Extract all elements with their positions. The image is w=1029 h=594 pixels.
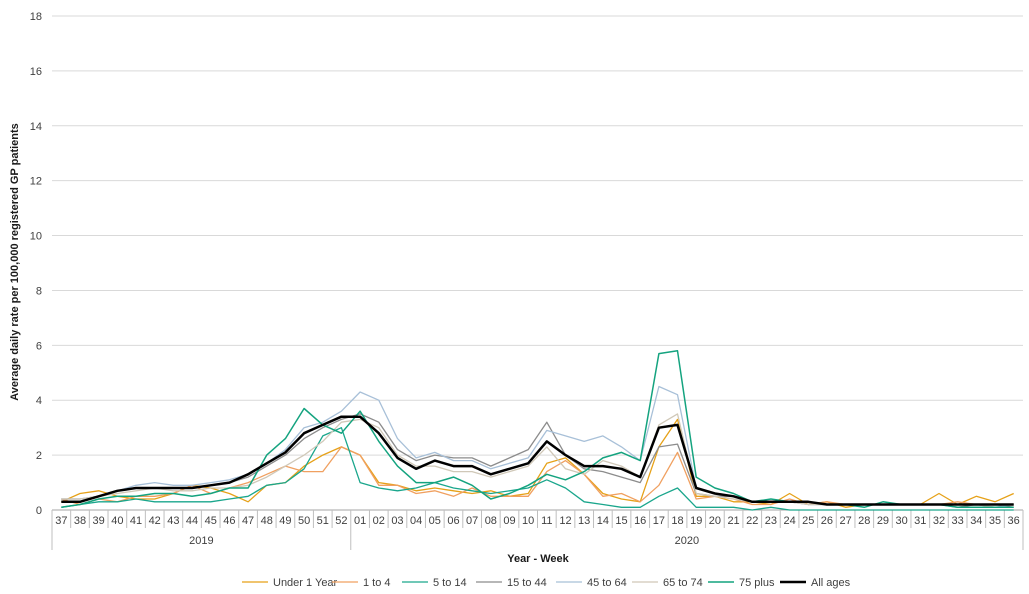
x-tick-label: 13	[578, 515, 590, 527]
x-tick-label: 44	[186, 515, 198, 527]
series-line-5-to-14	[61, 427, 1014, 511]
legend: Under 1 Year 1 to 4 5 to 14 15 to 44 45 to 6…	[242, 577, 851, 589]
x-tick-label: 21	[727, 515, 739, 527]
x-tick-label: 01	[354, 515, 366, 527]
x-tick-label: 20	[709, 515, 721, 527]
x-tick-label: 03	[391, 515, 403, 527]
x-tick-label: 28	[858, 515, 870, 527]
x-tick-label: 09	[503, 515, 515, 527]
y-tick-label: 4	[36, 395, 42, 407]
x-tick-label: 12	[559, 515, 571, 527]
y-tick-label: 16	[30, 66, 42, 78]
x-tick-label: 25	[802, 515, 814, 527]
x-tick-label: 40	[111, 515, 123, 527]
x-tick-label: 11	[541, 515, 552, 527]
gridlines	[52, 15, 1023, 511]
x-tick-label: 15	[615, 515, 627, 527]
x-tick-label: 26	[821, 515, 833, 527]
x-tick-label: 32	[933, 515, 945, 527]
x-tick-label: 38	[74, 515, 86, 527]
x-tick-label: 42	[149, 515, 161, 527]
x-tick-label: 24	[783, 515, 795, 527]
x-tick-label: 04	[410, 515, 422, 527]
y-tick-label: 10	[30, 231, 42, 243]
x-tick-label: 47	[242, 515, 254, 527]
x-tick-label: 02	[373, 515, 385, 527]
legend-label: 1 to 4	[363, 577, 391, 589]
legend-label: Under 1 Year	[273, 577, 338, 589]
x-tick-label: 08	[485, 515, 497, 527]
x-tick-label: 50	[298, 515, 310, 527]
y-tick-label: 6	[36, 340, 42, 352]
x-tick-label: 17	[653, 515, 665, 527]
legend-item: 1 to 4	[332, 577, 391, 589]
x-tick-label: 27	[839, 515, 851, 527]
x-tick-label: 10	[522, 515, 534, 527]
legend-label: 15 to 44	[507, 577, 547, 589]
y-tick-label: 12	[30, 176, 42, 188]
series-line-75-plus	[61, 350, 1014, 509]
legend-item: All ages	[780, 577, 851, 589]
legend-item: 65 to 74	[632, 577, 703, 589]
x-tick-label: 23	[765, 515, 777, 527]
x-tick-label: 35	[989, 515, 1001, 527]
legend-item: 5 to 14	[402, 577, 467, 589]
x-tick-label: 43	[167, 515, 179, 527]
x-tick-label: 49	[279, 515, 291, 527]
y-tick-label: 8	[36, 285, 42, 297]
y-axis-ticks: 0 2 4 6 8 10 12 14 16 18	[30, 11, 42, 517]
series-line-65-to-74	[61, 413, 1014, 508]
x-tick-label: 51	[317, 515, 329, 527]
series-line-all-ages	[61, 415, 1014, 506]
x-tick-label: 05	[429, 515, 441, 527]
legend-item: Under 1 Year	[242, 577, 338, 589]
year-group-label: 2020	[675, 535, 699, 547]
x-tick-label: 39	[93, 515, 105, 527]
x-tick-label: 41	[130, 515, 142, 527]
legend-label: 45 to 64	[587, 577, 627, 589]
x-tick-label: 19	[690, 515, 702, 527]
y-tick-label: 18	[30, 11, 42, 23]
legend-item: 75 plus	[708, 577, 775, 589]
x-tick-label: 07	[466, 515, 478, 527]
x-tick-label: 18	[671, 515, 683, 527]
x-axis-title: Year - Week	[507, 553, 569, 565]
x-tick-label: 34	[970, 515, 982, 527]
x-tick-label: 46	[223, 515, 235, 527]
legend-label: 75 plus	[739, 577, 775, 589]
x-tick-label: 16	[634, 515, 646, 527]
x-tick-label: 06	[447, 515, 459, 527]
legend-label: 65 to 74	[663, 577, 703, 589]
year-group-label: 2019	[189, 535, 213, 547]
legend-label: All ages	[811, 577, 851, 589]
y-tick-label: 0	[36, 505, 42, 517]
x-tick-label: 52	[335, 515, 347, 527]
x-axis: 37 38 39 40 41 42 43 44 45 46 47 48 49 50 51 52 01 02 03 04…	[51, 509, 1024, 550]
series-lines	[61, 350, 1014, 511]
x-tick-label: 33	[952, 515, 964, 527]
x-tick-label: 36	[1008, 515, 1020, 527]
legend-item: 45 to 64	[556, 577, 627, 589]
x-tick-label: 48	[261, 515, 273, 527]
x-tick-label: 31	[914, 515, 926, 527]
y-tick-label: 2	[36, 450, 42, 462]
x-tick-label: 37	[55, 515, 67, 527]
x-tick-label: 14	[597, 515, 609, 527]
x-tick-label: 45	[205, 515, 217, 527]
y-axis-title: Average daily rate per 100,000 registere…	[9, 123, 21, 401]
legend-item: 15 to 44	[476, 577, 547, 589]
x-tick-label: 22	[746, 515, 758, 527]
series-line-15-to-44	[61, 413, 1014, 508]
y-tick-label: 14	[30, 121, 42, 133]
x-tick-label: 30	[896, 515, 908, 527]
x-tick-label: 29	[877, 515, 889, 527]
legend-label: 5 to 14	[433, 577, 467, 589]
